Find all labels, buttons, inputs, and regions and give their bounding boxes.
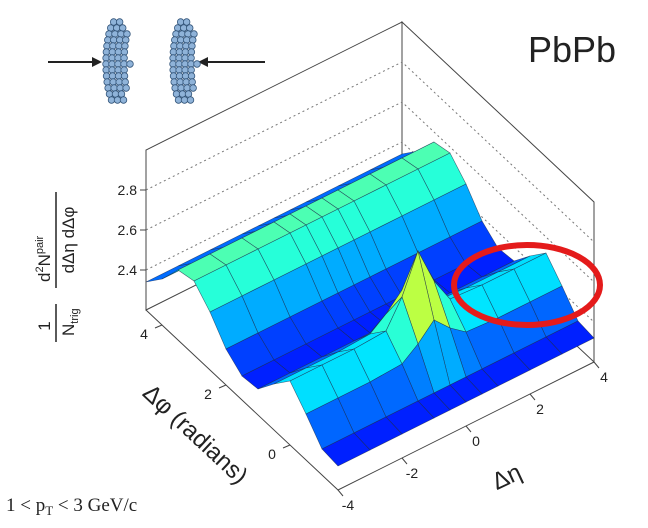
x-tick-label: 2 [536,401,544,417]
nucleon [184,90,193,98]
annotation: 1 < pT < 3 GeV/c [6,495,137,518]
grid-line [145,101,595,283]
nucleon [193,60,201,68]
y-tick [154,324,163,329]
nucleon [186,96,195,104]
annotation-sub: T [45,503,53,518]
nucleon [122,36,130,44]
nucleus [102,18,201,104]
nucleon [126,60,134,68]
x-tick-label: 4 [600,369,608,385]
nucleon [119,96,128,104]
z-label-sup: pair [34,235,46,254]
x-tick [465,425,472,433]
z-label-part: d [35,273,54,282]
y-tick [282,444,291,449]
arrow-head [198,57,208,67]
annotation-text: 1 < p [6,495,45,516]
surface [145,141,595,467]
nucleon [120,72,129,80]
nucleon [187,66,195,74]
y-tick-label: 0 [268,446,276,462]
nucleon [123,30,131,38]
nucleon [117,90,126,98]
nucleon [188,78,196,86]
nucleon [120,66,128,74]
z-label-sub: trig [69,308,81,323]
nucleon [187,72,196,80]
nucleon [121,42,129,50]
surface-cell [321,432,371,467]
nucleon [190,30,198,38]
nucleon [188,42,196,50]
annotation-text: < 3 GeV/c [53,495,137,516]
nucleon [189,84,197,92]
nucleon [121,78,129,86]
y-axis-label: Δφ (radians) [137,379,253,489]
z-axis-label: 1 Ntrig d2Npair dΔη dΔφ [34,192,81,342]
x-tick [529,393,536,401]
nuclei-icon [48,18,265,104]
z-label-part: dΔη dΔφ [59,207,78,274]
nucleon [120,48,129,56]
x-tick-label: -2 [406,465,419,481]
z-tick-label: 2.6 [118,222,138,238]
z-label-sup: 2 [34,266,46,272]
nucleon [182,18,191,26]
z-tick-label: 2.8 [118,182,138,198]
nucleon [187,48,196,56]
x-tick-label: 0 [472,433,480,449]
z-label-part: N [35,254,54,266]
chart-title: PbPb [528,29,616,70]
z-label-part: Ntrig [59,308,81,336]
nucleon [115,18,124,26]
x-axis-label: Δη [488,459,526,496]
nucleon [119,24,127,32]
y-tick-label: 2 [204,386,212,402]
arrow-head [92,57,102,67]
x-tick [593,361,600,369]
nucleon [122,84,130,92]
z-label-part: d2Npair [34,235,54,282]
z-label-part: 1 [35,321,54,330]
x-tick [337,489,344,497]
y-tick [218,384,227,389]
x-tick-label: -4 [342,497,355,513]
z-label-part: N [59,324,78,336]
nucleon [189,36,197,44]
highlight-ellipse [451,242,603,328]
grid-line [145,61,595,243]
z-tick-label: 2.4 [118,262,138,278]
y-tick-label: 4 [140,326,148,342]
x-tick [401,457,408,465]
nucleon [186,24,194,32]
